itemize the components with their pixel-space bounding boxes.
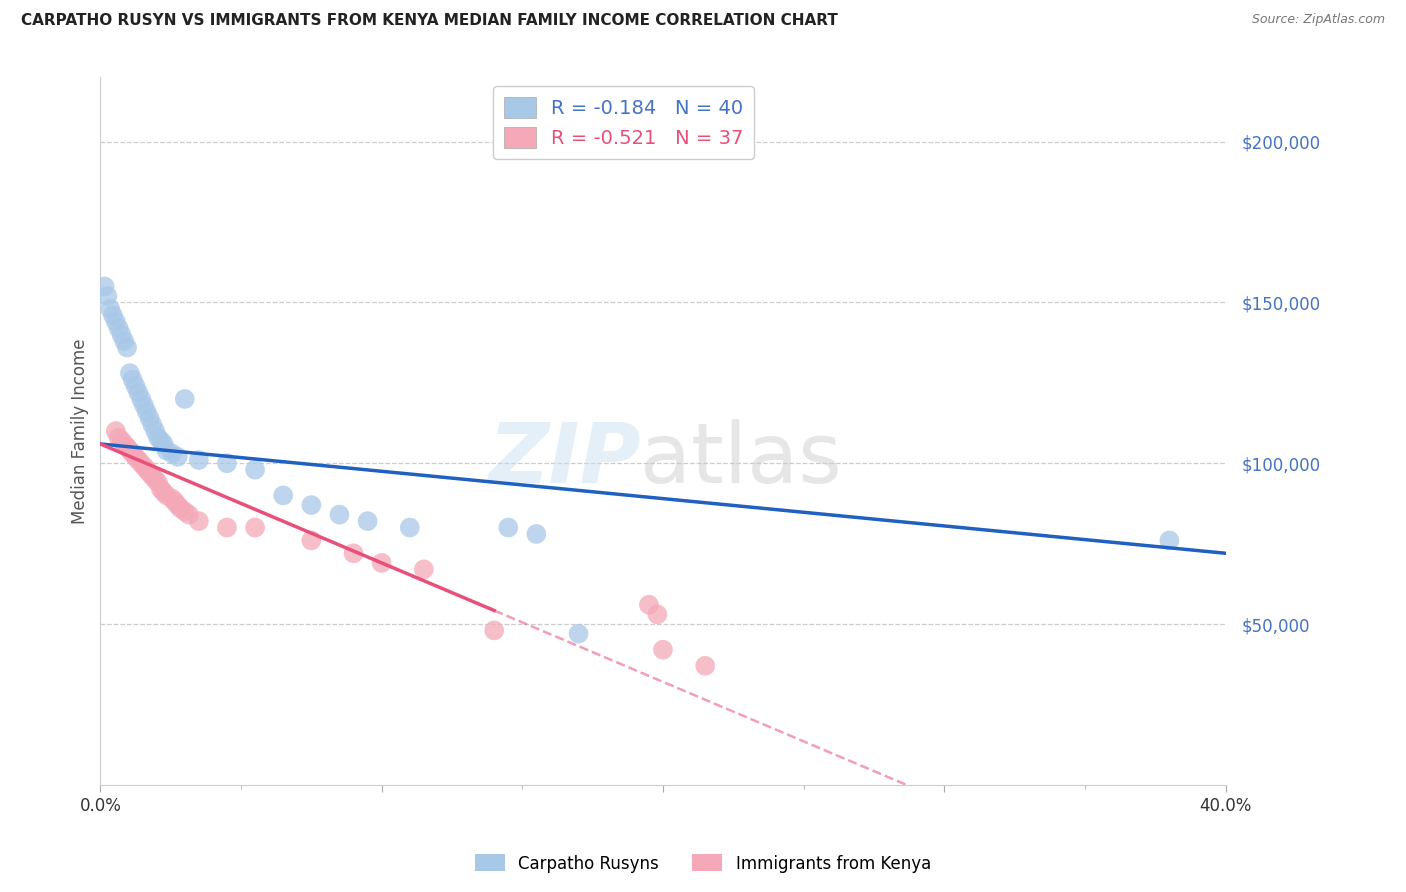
Point: [115, 341, 138, 355]
Text: atlas: atlas: [641, 419, 842, 500]
Point: [652, 642, 675, 657]
Text: CARPATHO RUSYN VS IMMIGRANTS FROM KENYA MEDIAN FAMILY INCOME CORRELATION CHART: CARPATHO RUSYN VS IMMIGRANTS FROM KENYA …: [21, 13, 838, 29]
Point: [138, 466, 160, 480]
Point: [143, 424, 166, 438]
Point: [160, 447, 183, 461]
Point: [695, 658, 717, 673]
Point: [187, 514, 209, 528]
Point: [129, 456, 152, 470]
Point: [155, 488, 177, 502]
Point: [187, 453, 209, 467]
Point: [132, 459, 155, 474]
Text: ZIP: ZIP: [488, 419, 641, 500]
Point: [482, 624, 505, 638]
Point: [121, 373, 143, 387]
Point: [101, 309, 124, 323]
Point: [155, 443, 177, 458]
Y-axis label: Median Family Income: Median Family Income: [72, 338, 89, 524]
Point: [524, 527, 547, 541]
Point: [169, 501, 191, 516]
Point: [107, 321, 129, 335]
Point: [568, 626, 591, 640]
Point: [110, 434, 132, 448]
Point: [96, 289, 118, 303]
Point: [146, 431, 169, 445]
Point: [127, 453, 149, 467]
Point: [129, 392, 152, 406]
Point: [149, 434, 172, 448]
Point: [163, 495, 186, 509]
Point: [1159, 533, 1181, 548]
Point: [638, 598, 661, 612]
Point: [243, 463, 266, 477]
Point: [141, 469, 163, 483]
Point: [107, 431, 129, 445]
Point: [152, 437, 174, 451]
Point: [243, 520, 266, 534]
Point: [112, 437, 135, 451]
Point: [412, 562, 434, 576]
Point: [398, 520, 420, 534]
Point: [127, 385, 149, 400]
Point: [342, 546, 364, 560]
Point: [124, 450, 146, 464]
Point: [93, 279, 115, 293]
Point: [152, 485, 174, 500]
Point: [135, 405, 157, 419]
Point: [215, 520, 238, 534]
Legend: R = -0.184   N = 40, R = -0.521   N = 37: R = -0.184 N = 40, R = -0.521 N = 37: [494, 87, 754, 159]
Point: [112, 334, 135, 348]
Point: [215, 456, 238, 470]
Point: [370, 556, 392, 570]
Point: [118, 443, 141, 458]
Point: [98, 301, 121, 316]
Point: [149, 482, 172, 496]
Legend: Carpatho Rusyns, Immigrants from Kenya: Carpatho Rusyns, Immigrants from Kenya: [468, 847, 938, 880]
Point: [173, 504, 195, 518]
Point: [104, 424, 127, 438]
Point: [177, 508, 200, 522]
Point: [173, 392, 195, 406]
Point: [143, 472, 166, 486]
Point: [121, 447, 143, 461]
Point: [141, 417, 163, 432]
Point: [356, 514, 378, 528]
Point: [115, 440, 138, 454]
Point: [160, 491, 183, 506]
Point: [110, 327, 132, 342]
Point: [496, 520, 519, 534]
Point: [647, 607, 669, 622]
Point: [118, 366, 141, 380]
Point: [124, 379, 146, 393]
Point: [166, 498, 188, 512]
Point: [135, 463, 157, 477]
Point: [166, 450, 188, 464]
Point: [138, 411, 160, 425]
Point: [132, 398, 155, 412]
Point: [299, 498, 322, 512]
Point: [271, 488, 294, 502]
Text: Source: ZipAtlas.com: Source: ZipAtlas.com: [1251, 13, 1385, 27]
Point: [299, 533, 322, 548]
Point: [146, 475, 169, 490]
Point: [328, 508, 350, 522]
Point: [104, 315, 127, 329]
